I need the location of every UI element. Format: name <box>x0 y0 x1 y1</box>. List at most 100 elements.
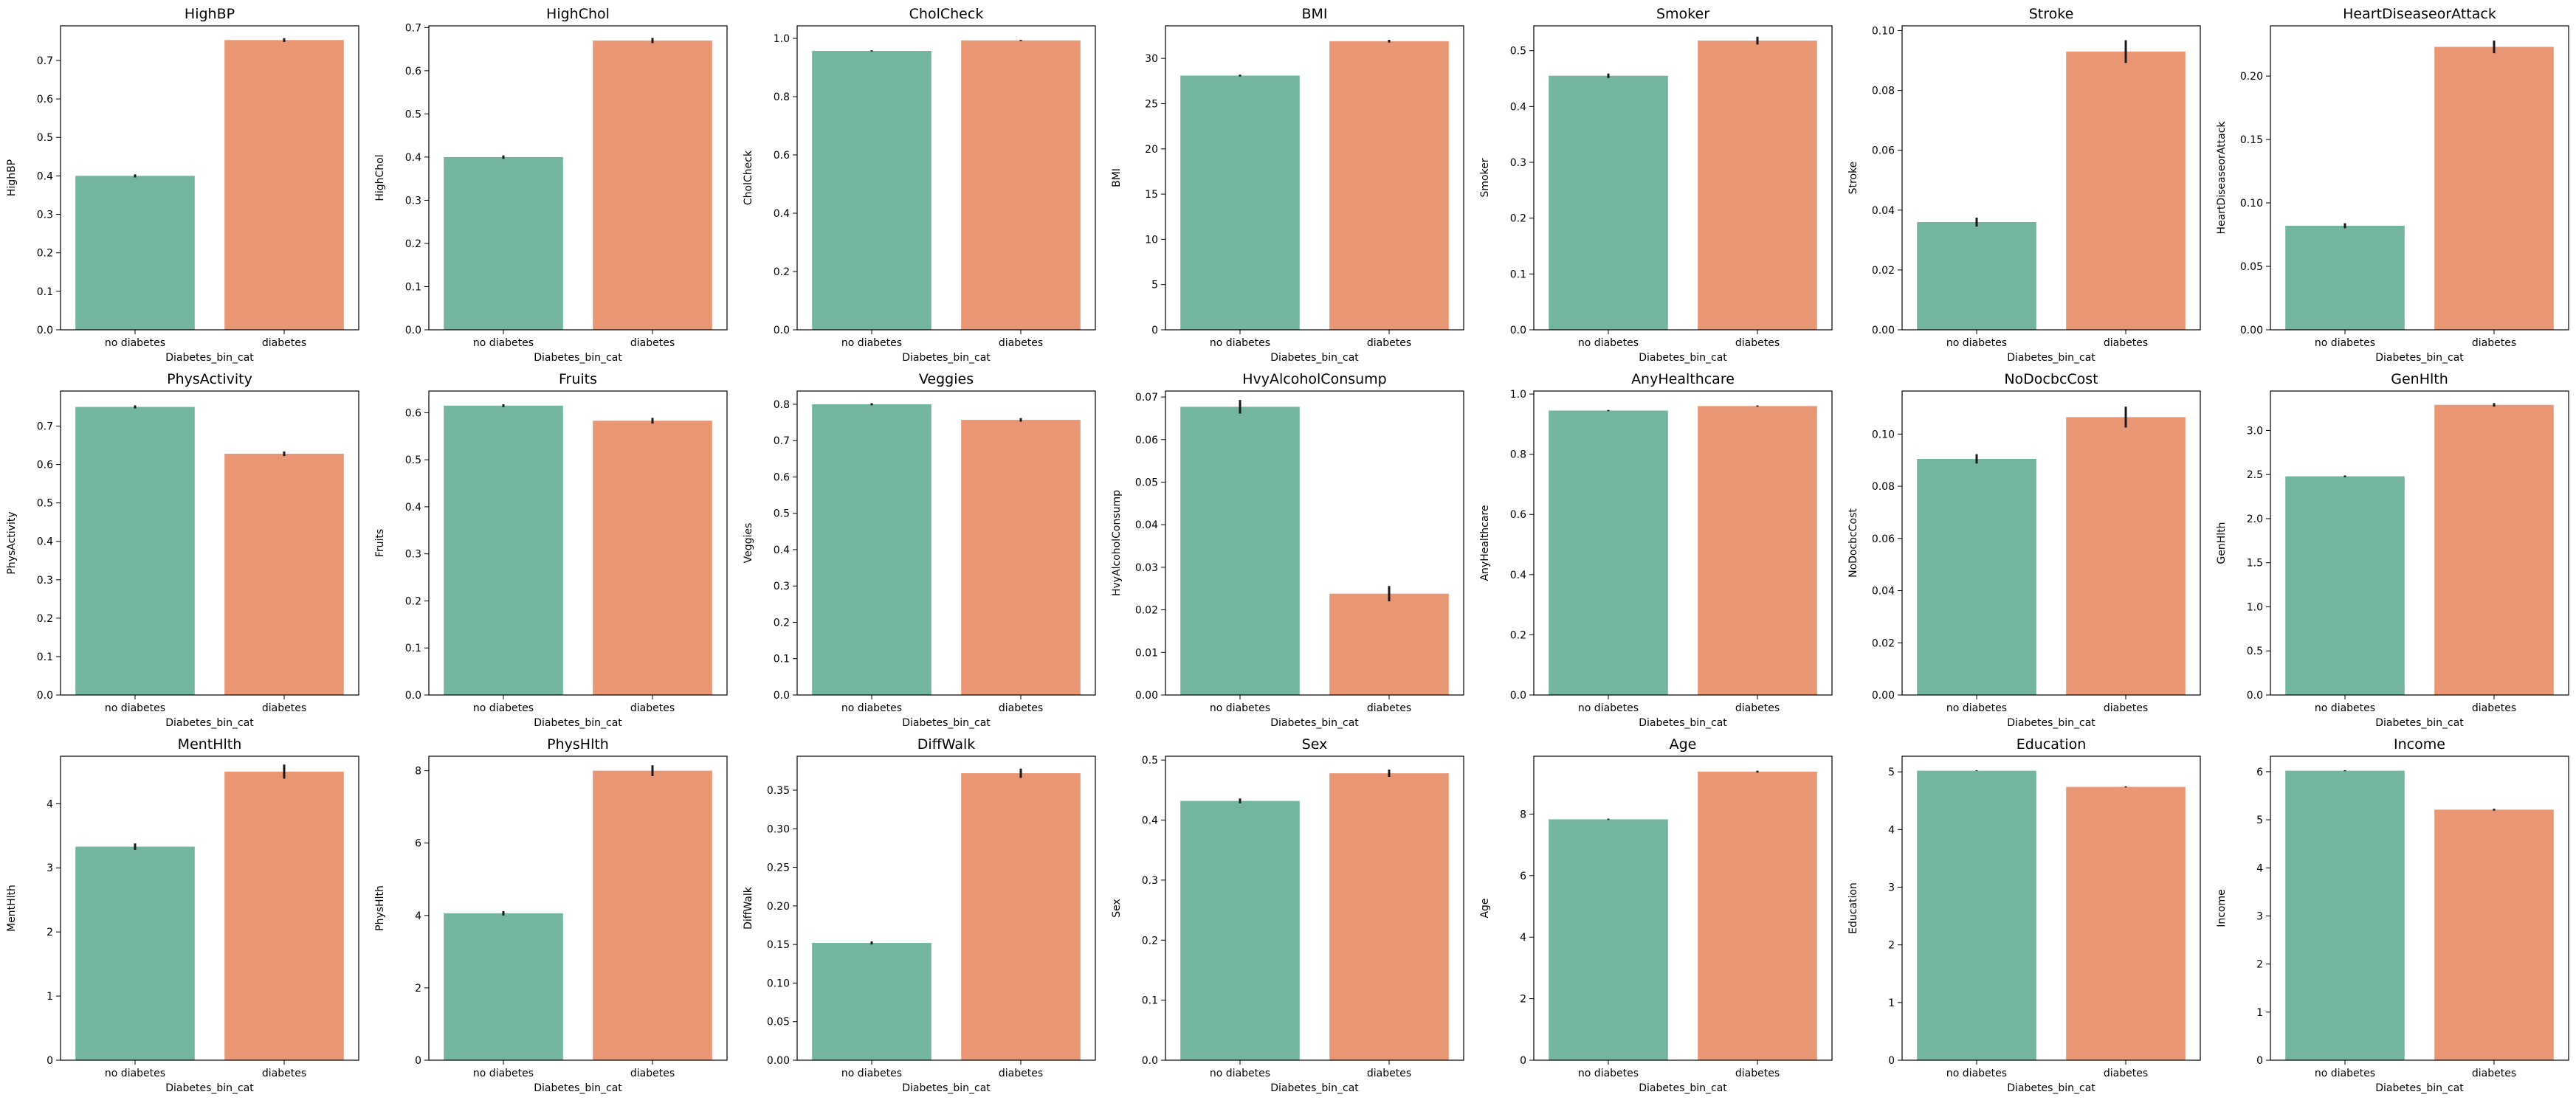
y-tick-label: 4 <box>1888 824 1895 836</box>
subplot-HighBP: 0.0 0.1 0.2 0.3 0.4 0.5 0.6 0.7 no diabetes diabe… <box>6 6 359 364</box>
y-tick-label: 6 <box>415 838 421 850</box>
x-axis-label: Diabetes_bin_cat <box>165 352 254 364</box>
x-tick-label: no diabetes <box>1578 702 1639 714</box>
y-tick-label: 0.5 <box>405 108 421 120</box>
x-tick-label: diabetes <box>999 337 1043 349</box>
y-tick-label: 0.5 <box>1142 755 1158 767</box>
y-tick-label: 0.6 <box>774 150 790 162</box>
x-axis-label: Diabetes_bin_cat <box>2375 1082 2464 1094</box>
subplot-GenHlth: 0.0 0.5 1.0 1.5 2.0 2.5 3.0 no diabetes diabetes… <box>2216 371 2569 729</box>
axes-frame <box>1533 755 1833 1061</box>
y-tick-label: 1 <box>1888 997 1895 1009</box>
y-tick-label: 2 <box>1520 994 1526 1006</box>
y-tick-label: 0.10 <box>2240 198 2263 210</box>
subplot-HeartDiseaseorAttack: 0.00 0.05 0.10 0.15 0.20 no diabetes diabetes H… <box>2216 6 2569 364</box>
bar-diabetes <box>1698 771 1817 1060</box>
x-tick-label: diabetes <box>2472 702 2516 714</box>
bar-diabetes <box>1329 41 1449 330</box>
bar-diabetes <box>224 40 344 330</box>
bar-diabetes <box>593 421 712 695</box>
bar-no-diabetes <box>2285 225 2405 330</box>
y-tick-label: 3 <box>2256 910 2263 922</box>
y-tick-label: 0.25 <box>767 862 790 874</box>
y-tick-label: 0.0 <box>37 325 53 336</box>
x-tick-label: no diabetes <box>105 337 165 349</box>
y-tick-label: 0.2 <box>1510 629 1526 641</box>
y-axis-label: Fruits <box>374 529 386 557</box>
y-tick-label: 4 <box>415 910 421 922</box>
x-tick-label: diabetes <box>999 1068 1043 1079</box>
subplot-title: HighChol <box>546 6 610 22</box>
y-axis-label: Stroke <box>1847 162 1859 195</box>
axes-frame <box>428 755 728 1061</box>
subplot-title: Age <box>1670 736 1697 753</box>
axes-frame <box>60 25 359 331</box>
subplot-title: Stroke <box>2029 6 2074 22</box>
subplot-title: PhysActivity <box>167 371 252 387</box>
y-tick-label: 0.6 <box>405 66 421 77</box>
y-tick-label: 0.2 <box>37 613 53 625</box>
y-axis-label: Smoker <box>1479 158 1491 197</box>
y-axis-label: NoDocbcCost <box>1847 508 1859 578</box>
x-tick-label: no diabetes <box>841 1068 902 1079</box>
subplot-Fruits: 0.0 0.1 0.2 0.3 0.4 0.5 0.6 no diabetes diabetes… <box>374 371 728 729</box>
y-tick-label: 0.0 <box>405 325 421 336</box>
y-tick-label: 4 <box>1520 932 1526 944</box>
y-tick-label: 0.1 <box>405 281 421 293</box>
x-tick-label: no diabetes <box>1946 1068 2007 1079</box>
axes-frame <box>1901 25 2201 331</box>
subplot-title: PhysHlth <box>547 736 609 753</box>
subplot-Income: 0 1 2 3 4 5 6 no diabetes diabetes Income Diabetes… <box>2216 736 2569 1094</box>
y-tick-label: 8 <box>415 766 421 778</box>
y-tick-label: 0.1 <box>1142 995 1158 1007</box>
y-tick-label: 0.5 <box>774 508 790 520</box>
bar-diabetes <box>2066 51 2186 330</box>
y-tick-label: 0.00 <box>1872 690 1895 702</box>
y-tick-label: 6 <box>2256 767 2263 778</box>
bar-no-diabetes <box>1180 407 1300 695</box>
y-axis-label: DiffWalk <box>743 886 754 930</box>
axes-frame <box>1533 25 1833 331</box>
bar-diabetes <box>2066 417 2186 695</box>
y-tick-label: 0.4 <box>405 502 421 514</box>
y-tick-label: 25 <box>1145 98 1158 110</box>
y-tick-label: 0.3 <box>405 195 421 207</box>
y-tick-label: 0.2 <box>405 595 421 607</box>
y-tick-label: 0.6 <box>774 471 790 483</box>
bar-no-diabetes <box>1180 75 1300 330</box>
x-axis-label: Diabetes_bin_cat <box>534 1082 622 1094</box>
y-tick-label: 0.05 <box>2240 261 2263 273</box>
x-tick-label: diabetes <box>1735 337 1780 349</box>
y-tick-label: 0.3 <box>1142 875 1158 887</box>
subplot-MentHlth: 0 1 2 3 4 no diabetes diabetes MentHlth Diabetes… <box>6 736 359 1094</box>
bar-diabetes <box>224 771 344 1060</box>
y-tick-label: 5 <box>1888 767 1895 778</box>
axes-frame <box>1533 390 1833 696</box>
x-axis-label: Diabetes_bin_cat <box>165 1082 254 1094</box>
y-tick-label: 0.04 <box>1872 586 1895 598</box>
y-tick-label: 0.4 <box>37 170 53 182</box>
x-tick-label: no diabetes <box>1578 1068 1639 1079</box>
subplot-PhysHlth: 0 2 4 6 8 no diabetes diabetes PhysHlth Diabetes… <box>374 736 728 1094</box>
subplot-title: DiffWalk <box>917 736 976 753</box>
axes-frame <box>1901 390 2201 696</box>
axes-frame <box>428 25 728 331</box>
y-tick-label: 3 <box>1888 882 1895 894</box>
y-tick-label: 0.5 <box>2247 646 2263 657</box>
subplot-title: HvyAlcoholConsump <box>1242 371 1387 387</box>
x-tick-label: no diabetes <box>105 1068 165 1079</box>
y-tick-label: 0.0 <box>774 325 790 336</box>
y-tick-label: 2 <box>47 927 53 938</box>
y-tick-label: 0.10 <box>1872 429 1895 440</box>
y-tick-label: 0.04 <box>1872 205 1895 217</box>
y-tick-label: 0.02 <box>1872 637 1895 649</box>
y-tick-label: 0.00 <box>1135 690 1158 702</box>
x-tick-label: no diabetes <box>841 702 902 714</box>
y-tick-label: 0.07 <box>1135 392 1158 404</box>
subplot-title: Veggies <box>919 371 974 387</box>
y-tick-label: 0.4 <box>405 152 421 164</box>
x-tick-label: no diabetes <box>1946 337 2007 349</box>
x-tick-label: diabetes <box>1735 1068 1780 1079</box>
y-tick-label: 2 <box>415 983 421 995</box>
axes-frame <box>60 755 359 1061</box>
